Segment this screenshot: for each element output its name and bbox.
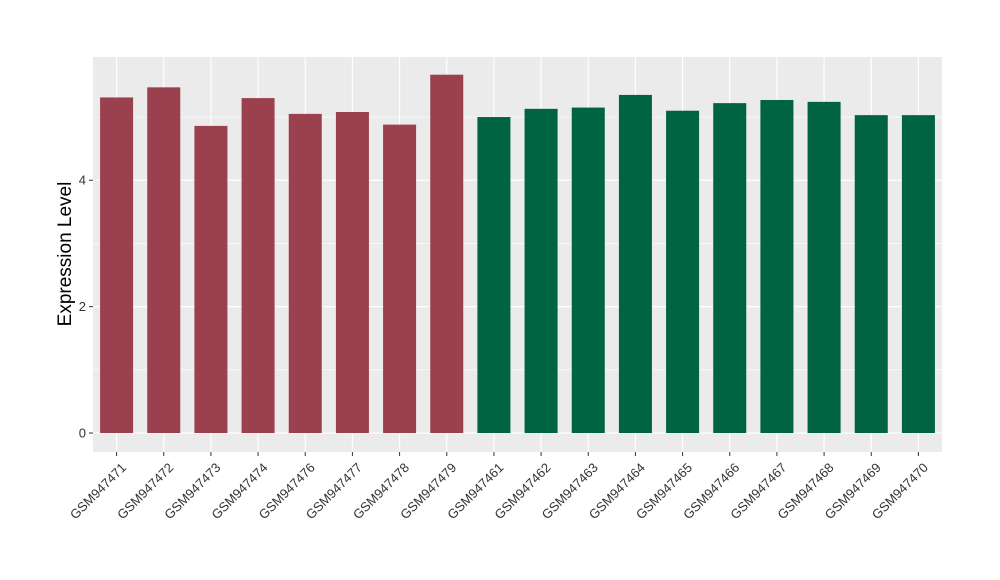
bar-GSM947470 bbox=[901, 115, 935, 434]
y-tick-label: 2 bbox=[79, 299, 86, 314]
bar-GSM947477 bbox=[335, 111, 369, 434]
bar-GSM947462 bbox=[524, 108, 558, 434]
bar-GSM947465 bbox=[666, 110, 700, 434]
bar-GSM947467 bbox=[760, 99, 794, 434]
bar-GSM947479 bbox=[430, 74, 464, 434]
x-axis: GSM947471GSM947472GSM947473GSM947474GSM9… bbox=[67, 452, 931, 522]
bar-GSM947476 bbox=[288, 113, 322, 434]
y-tick-label: 4 bbox=[79, 173, 86, 188]
bar-GSM947472 bbox=[147, 87, 181, 434]
plot-panel bbox=[93, 57, 942, 452]
bar-GSM947461 bbox=[477, 117, 511, 434]
bar-GSM947469 bbox=[854, 115, 888, 434]
y-tick-label: 0 bbox=[79, 426, 86, 441]
bars-group bbox=[100, 74, 935, 434]
bar-GSM947463 bbox=[571, 107, 605, 434]
y-axis: 0 2 4 bbox=[79, 173, 93, 441]
bar-GSM947466 bbox=[713, 103, 747, 434]
minor-gridlines bbox=[93, 116, 942, 371]
y-axis-title: Expression Level bbox=[55, 182, 76, 327]
bar-GSM947464 bbox=[618, 94, 652, 434]
bar-GSM947474 bbox=[241, 98, 275, 434]
bar-GSM947478 bbox=[383, 124, 417, 434]
bar-GSM947471 bbox=[100, 97, 134, 434]
bar-GSM947468 bbox=[807, 101, 841, 434]
bar-GSM947473 bbox=[194, 125, 228, 434]
